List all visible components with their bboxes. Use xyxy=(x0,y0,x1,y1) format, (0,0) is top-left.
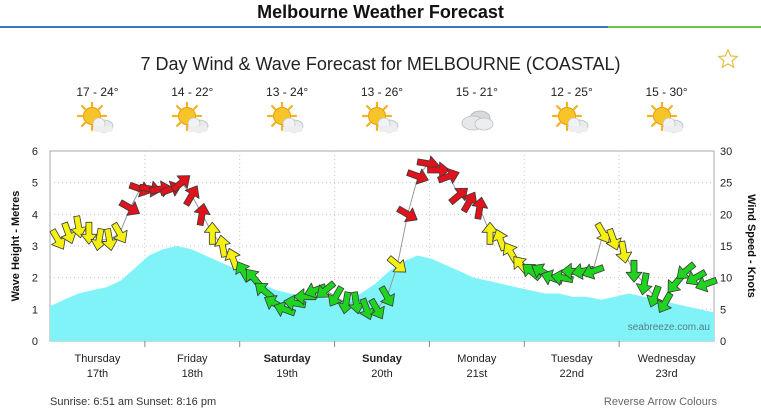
wind-arrow xyxy=(183,185,200,207)
partly-cloudy-icon xyxy=(551,102,589,133)
wind-arrow xyxy=(170,175,191,193)
wind-arrow xyxy=(118,199,140,216)
wind-arrow xyxy=(448,187,468,206)
x-day-name-label: Friday xyxy=(177,353,208,365)
wind-arrow xyxy=(406,168,429,185)
y-right-tick-label: 15 xyxy=(720,241,732,253)
x-day-date-label: 18th xyxy=(182,368,203,380)
x-day-date-label: 22nd xyxy=(559,368,583,380)
wind-arrow xyxy=(193,203,211,227)
day-temp-range: 13 - 24° xyxy=(266,85,309,99)
wind-arrow xyxy=(657,291,674,313)
title-divider-blue xyxy=(0,26,608,28)
day-temp-range: 12 - 25° xyxy=(550,85,593,99)
y-left-tick-label: 1 xyxy=(32,304,38,316)
x-day-date-label: 20th xyxy=(371,368,392,380)
reverse-arrow-colours-link[interactable]: Reverse Arrow Colours xyxy=(603,396,717,408)
wind-arrow xyxy=(327,285,345,307)
wind-arrow xyxy=(386,255,407,273)
wind-arrow xyxy=(254,282,275,301)
wind-arrow xyxy=(437,168,460,184)
wind-arrow xyxy=(80,221,98,245)
wind-arrow xyxy=(676,261,697,279)
sunrise-text: Sunrise: 6:51 am xyxy=(50,396,134,408)
wind-arrow xyxy=(368,297,385,320)
day-temp-range: 15 - 21° xyxy=(455,85,498,99)
wind-arrow xyxy=(615,240,633,264)
cloudy-icon xyxy=(461,110,494,131)
sunset-text: Sunset: 8:16 pm xyxy=(136,396,217,408)
wind-arrow xyxy=(594,221,611,244)
partly-cloudy-icon xyxy=(172,102,209,133)
y-right-tick-label: 10 xyxy=(720,273,732,285)
x-day-name-label: Sunday xyxy=(362,353,403,365)
y-left-tick-label: 3 xyxy=(32,241,38,253)
wind-arrow xyxy=(60,221,77,245)
favorite-star-icon[interactable] xyxy=(717,48,739,70)
wind-arrow xyxy=(396,205,418,223)
y-left-tick-label: 5 xyxy=(32,178,38,190)
x-day-date-label: 23rd xyxy=(656,368,678,380)
wind-wave-chart: seabreeze.com.au 0 1 2 3 4 5 6 0 5 10 15 20 25 30 Wave … xyxy=(10,146,757,380)
wind-arrow xyxy=(695,276,718,293)
y-right-tick-label: 30 xyxy=(720,146,732,158)
x-day-name-label: Thursday xyxy=(74,353,120,365)
wind-arrow xyxy=(273,301,297,317)
wind-arrow xyxy=(685,269,708,286)
wind-arrow xyxy=(203,221,221,245)
wind-arrow xyxy=(111,221,128,244)
y-left-axis-title: Wave Height - Metres xyxy=(10,191,22,302)
wind-arrow xyxy=(460,191,478,214)
y-left-tick-label: 6 xyxy=(32,146,38,158)
partly-cloudy-icon xyxy=(267,102,304,133)
day-temp-range: 14 - 22° xyxy=(171,85,214,99)
x-day-name-label: Monday xyxy=(457,353,497,365)
page-title: Melbourne Weather Forecast xyxy=(257,2,504,22)
wind-arrow xyxy=(90,227,108,251)
watermark: seabreeze.com.au xyxy=(628,322,710,333)
y-left-tick-label: 0 xyxy=(32,336,38,348)
wind-arrow xyxy=(582,263,605,280)
wind-arrow xyxy=(625,259,643,283)
wind-arrow xyxy=(316,280,337,298)
x-day-date-label: 17th xyxy=(87,368,108,380)
partly-cloudy-icon xyxy=(77,102,114,133)
partly-cloudy-icon xyxy=(362,102,399,133)
partly-cloudy-icon xyxy=(646,102,683,133)
x-day-name-label: Tuesday xyxy=(551,353,593,365)
wind-arrow xyxy=(348,291,365,315)
wind-arrow xyxy=(337,291,355,315)
x-day-name-label: Saturday xyxy=(264,353,312,365)
wind-arrow xyxy=(471,196,489,220)
chart-title: 7 Day Wind & Wave Forecast for MELBOURNE… xyxy=(140,54,621,74)
wind-arrow xyxy=(70,215,88,239)
title-divider-green xyxy=(608,26,761,28)
day-temp-range: 17 - 24° xyxy=(76,85,119,99)
y-right-tick-label: 5 xyxy=(720,304,726,316)
x-day-date-label: 21st xyxy=(466,368,487,380)
y-right-axis-title: Wind Speed - Knots xyxy=(745,194,757,298)
y-left-tick-label: 2 xyxy=(32,273,38,285)
wind-arrow xyxy=(378,285,395,307)
x-day-name-label: Wednesday xyxy=(638,353,696,365)
y-right-tick-label: 20 xyxy=(720,209,732,221)
day-temp-range: 15 - 30° xyxy=(645,85,688,99)
y-right-tick-label: 0 xyxy=(720,336,726,348)
wind-arrow xyxy=(635,272,653,296)
wind-arrow xyxy=(605,227,622,251)
day-temp-range: 13 - 26° xyxy=(360,85,404,99)
wind-arrow xyxy=(427,161,451,179)
wind-arrow xyxy=(101,227,118,251)
wind-arrow xyxy=(49,228,66,250)
y-right-tick-label: 25 xyxy=(720,178,732,190)
wind-arrow xyxy=(481,221,499,245)
x-day-date-label: 19th xyxy=(276,368,297,380)
y-left-tick-label: 4 xyxy=(32,209,38,221)
